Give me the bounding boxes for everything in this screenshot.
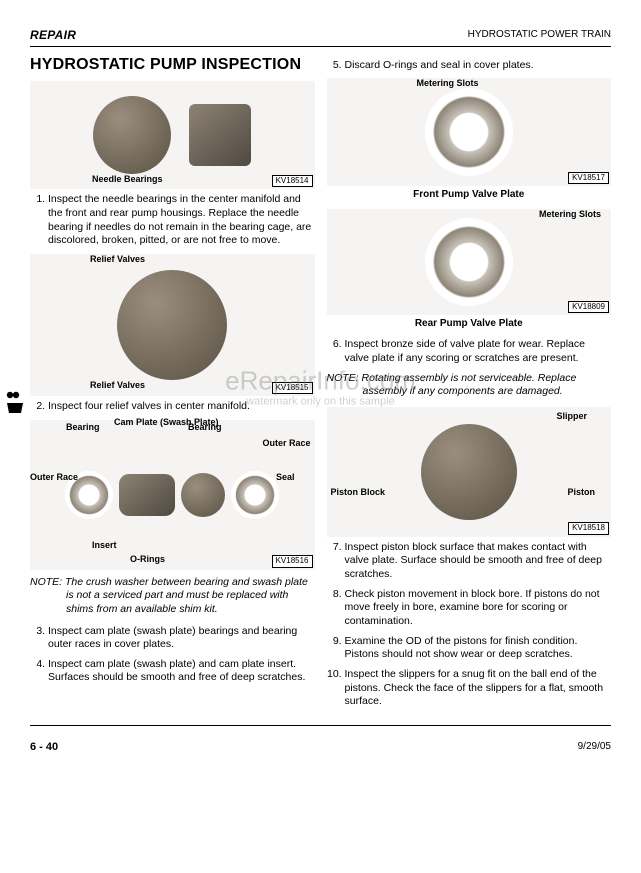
- footer-page-number: 6 - 40: [30, 740, 58, 754]
- step-9: Examine the OD of the pistons for finish…: [345, 635, 612, 662]
- callout-metering-slots-2: Metering Slots: [539, 209, 601, 221]
- section-title: HYDROSTATIC PUMP INSPECTION: [30, 55, 315, 76]
- step-4: Inspect cam plate (swash plate) and cam …: [48, 658, 315, 685]
- steps-5: Discard O-rings and seal in cover plates…: [327, 59, 612, 73]
- page-header: REPAIR HYDROSTATIC POWER TRAIN: [30, 28, 611, 44]
- figure-cam-plate: Bearing Cam Plate (Swash Plate) Bearing …: [30, 420, 315, 570]
- step-7: Inspect piston block surface that makes …: [345, 541, 612, 582]
- callout-outer-race-l: Outer Race: [30, 472, 78, 484]
- callout-outer-race-r: Outer Race: [262, 438, 310, 450]
- page-footer: 6 - 40 9/29/05: [30, 740, 611, 754]
- callout-orings: O-Rings: [130, 554, 165, 566]
- header-left: REPAIR: [30, 28, 76, 44]
- figure-id: KV18517: [568, 172, 609, 184]
- step-6: Inspect bronze side of valve plate for w…: [345, 338, 612, 365]
- figure-piston-block: Slipper Piston Block Piston KV18518: [327, 407, 612, 537]
- content-columns: HYDROSTATIC PUMP INSPECTION Needle Beari…: [30, 55, 611, 715]
- footer-date: 9/29/05: [578, 740, 611, 754]
- callout-bearing-r: Bearing: [188, 422, 222, 434]
- step-2: Inspect four relief valves in center man…: [48, 400, 315, 414]
- figure-id: KV18809: [568, 301, 609, 313]
- figure-id: KV18515: [272, 382, 313, 394]
- header-rule: [30, 46, 611, 47]
- callout-piston-block: Piston Block: [331, 487, 386, 499]
- note-crush-washer: NOTE: The crush washer between bearing a…: [30, 576, 315, 617]
- step-10: Inspect the slippers for a snug fit on t…: [345, 668, 612, 709]
- figure-rear-valve-plate: Metering Slots KV18809: [327, 209, 612, 315]
- steps-1: Inspect the needle bearings in the cente…: [30, 193, 315, 248]
- steps-2: Inspect four relief valves in center man…: [30, 400, 315, 414]
- note-label: NOTE:: [30, 576, 62, 588]
- step-8: Check piston movement in block bore. If …: [345, 588, 612, 629]
- caption-rear-valve-plate: Rear Pump Valve Plate: [327, 317, 612, 330]
- right-column: Discard O-rings and seal in cover plates…: [327, 55, 612, 715]
- footer-rule: [30, 725, 611, 726]
- callout-insert: Insert: [92, 540, 117, 552]
- steps-7-10: Inspect piston block surface that makes …: [327, 541, 612, 709]
- note-body: The crush washer between bearing and swa…: [65, 576, 308, 615]
- callout-slipper: Slipper: [556, 411, 587, 423]
- callout-bearing-l: Bearing: [66, 422, 100, 434]
- steps-6: Inspect bronze side of valve plate for w…: [327, 338, 612, 365]
- header-right: HYDROSTATIC POWER TRAIN: [468, 28, 611, 44]
- figure-relief-valves: Relief Valves Relief Valves KV18515: [30, 254, 315, 396]
- note-body: Rotating assembly is not serviceable. Re…: [362, 372, 577, 398]
- step-3: Inspect cam plate (swash plate) bearings…: [48, 625, 315, 652]
- step-1: Inspect the needle bearings in the cente…: [48, 193, 315, 248]
- callout-relief-valves-top: Relief Valves: [90, 254, 145, 266]
- note-label: NOTE:: [327, 372, 359, 384]
- figure-id: KV18518: [568, 522, 609, 534]
- caption-front-valve-plate: Front Pump Valve Plate: [327, 188, 612, 201]
- figure-id: KV18516: [272, 555, 313, 567]
- figure-front-valve-plate: Metering Slots KV18517: [327, 78, 612, 186]
- callout-piston: Piston: [567, 487, 595, 499]
- callout-seal: Seal: [276, 472, 295, 484]
- step-5: Discard O-rings and seal in cover plates…: [345, 59, 612, 73]
- left-column: HYDROSTATIC PUMP INSPECTION Needle Beari…: [30, 55, 315, 715]
- note-rotating-assembly: NOTE: Rotating assembly is not serviceab…: [327, 372, 612, 399]
- oil-can-icon: [4, 390, 26, 416]
- figure-id: KV18514: [272, 175, 313, 187]
- callout-metering-slots-1: Metering Slots: [417, 78, 479, 90]
- figure-needle-bearings: Needle Bearings KV18514: [30, 81, 315, 189]
- steps-3-4: Inspect cam plate (swash plate) bearings…: [30, 625, 315, 686]
- callout-needle-bearings: Needle Bearings: [92, 174, 163, 186]
- callout-relief-valves-bottom: Relief Valves: [90, 380, 145, 392]
